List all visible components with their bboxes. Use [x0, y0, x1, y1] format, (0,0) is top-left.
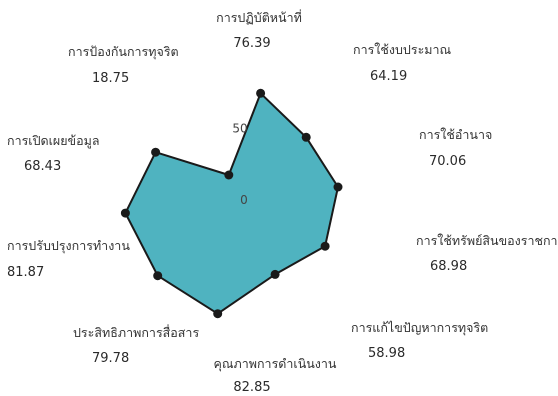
data-point-3	[320, 241, 330, 251]
value-label-3: 68.98	[430, 259, 467, 274]
axis-label-6: ประสิทธิภาพการสื่อสาร	[73, 324, 199, 340]
value-label-0: 76.39	[233, 36, 270, 51]
value-label-4: 58.98	[368, 346, 405, 361]
data-point-9	[224, 170, 234, 180]
axis-label-5: คุณภาพการดำเนินงาน	[214, 356, 337, 372]
data-point-8	[151, 147, 161, 157]
value-label-7: 81.87	[7, 265, 44, 280]
axis-label-4: การแก้ไขปัญหาการทุจริต	[351, 320, 488, 336]
axis-label-2: การใช้อำนาจ	[419, 127, 492, 142]
value-label-8: 68.43	[24, 159, 61, 174]
value-label-2: 70.06	[429, 154, 466, 169]
axis-label-0: การปฏิบัติหน้าที่	[216, 9, 302, 25]
data-point-2	[333, 182, 343, 192]
data-point-0	[256, 88, 266, 98]
value-label-1: 64.19	[370, 69, 407, 84]
axis-label-3: การใช้ทรัพย์สินของราชการ	[416, 233, 558, 248]
data-point-5	[213, 309, 223, 319]
tick-label-0: 0	[240, 193, 248, 207]
axis-label-7: การปรับปรุงการทำงาน	[7, 238, 130, 254]
data-point-6	[153, 271, 163, 281]
value-label-9: 18.75	[92, 71, 129, 86]
data-point-4	[270, 269, 280, 279]
tick-label-50: 50	[232, 122, 247, 136]
axis-label-9: การป้องกันการทุจริต	[68, 44, 179, 60]
data-point-1	[301, 132, 311, 142]
data-point-7	[120, 208, 130, 218]
value-label-6: 79.78	[92, 351, 129, 366]
value-label-5: 82.85	[233, 380, 270, 395]
axis-label-1: การใช้งบประมาณ	[353, 42, 452, 57]
axis-label-8: การเปิดเผยข้อมูล	[7, 133, 100, 149]
